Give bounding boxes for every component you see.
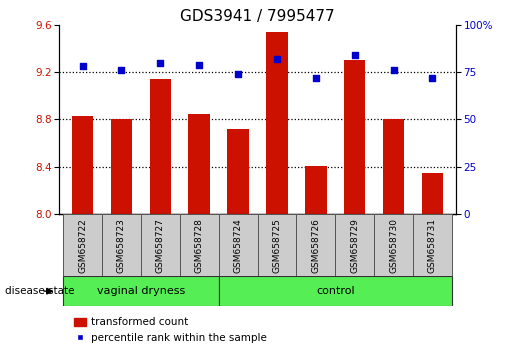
Text: GSM658725: GSM658725: [272, 218, 281, 273]
Bar: [305, 166, 327, 214]
Bar: [141, 214, 180, 276]
Point: [428, 75, 437, 81]
Bar: [102, 214, 141, 276]
Text: GSM658722: GSM658722: [78, 218, 87, 273]
Point: [389, 67, 398, 73]
Text: GSM658730: GSM658730: [389, 218, 398, 273]
Point: [351, 52, 359, 58]
Text: GSM658723: GSM658723: [117, 218, 126, 273]
Text: GSM658728: GSM658728: [195, 218, 204, 273]
Bar: [383, 119, 404, 214]
Bar: [413, 214, 452, 276]
Text: GSM658726: GSM658726: [311, 218, 320, 273]
Bar: [258, 214, 296, 276]
Point: [195, 62, 203, 67]
Text: GSM658731: GSM658731: [428, 218, 437, 273]
Bar: [227, 129, 249, 214]
Bar: [296, 214, 335, 276]
Bar: [422, 173, 443, 214]
Point: [156, 60, 164, 65]
Point: [273, 56, 281, 62]
Bar: [72, 116, 93, 214]
Point: [312, 75, 320, 81]
Text: vaginal dryness: vaginal dryness: [97, 286, 185, 296]
Bar: [266, 32, 288, 214]
Point: [78, 64, 87, 69]
Text: control: control: [316, 286, 354, 296]
Text: disease state: disease state: [5, 286, 75, 296]
Legend: transformed count, percentile rank within the sample: transformed count, percentile rank withi…: [70, 313, 271, 347]
Text: GSM658727: GSM658727: [156, 218, 165, 273]
Point: [117, 67, 126, 73]
Text: GSM658729: GSM658729: [350, 218, 359, 273]
Bar: [344, 60, 365, 214]
Bar: [180, 214, 219, 276]
Bar: [188, 114, 210, 214]
Bar: [150, 79, 171, 214]
Point: [234, 71, 242, 77]
Bar: [63, 276, 219, 306]
Bar: [374, 214, 413, 276]
Text: GSM658724: GSM658724: [234, 218, 243, 273]
Bar: [335, 214, 374, 276]
Text: GDS3941 / 7995477: GDS3941 / 7995477: [180, 9, 335, 24]
Bar: [219, 276, 452, 306]
Bar: [63, 214, 102, 276]
Bar: [219, 214, 258, 276]
Bar: [111, 119, 132, 214]
